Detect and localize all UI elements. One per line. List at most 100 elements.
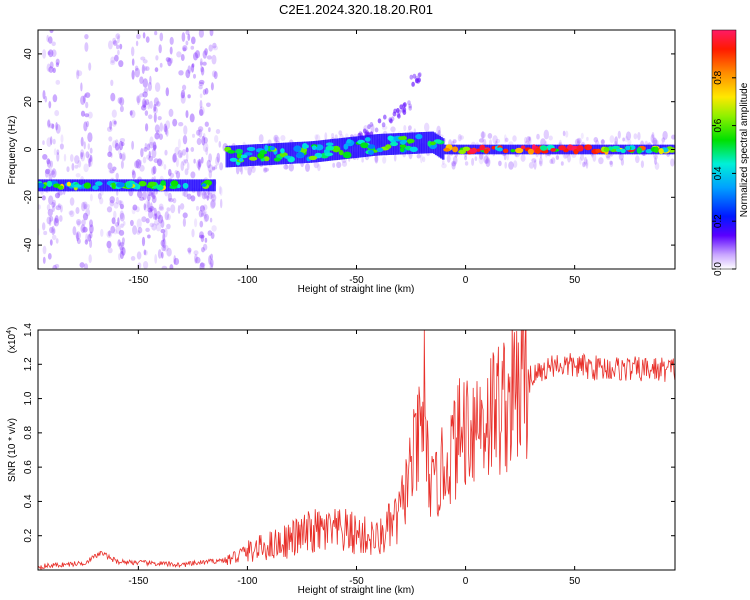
spectrogram-speckle [190,195,196,202]
spectrogram-speckle [53,228,56,234]
spectrogram-speckle [84,203,88,210]
spectrogram-band [227,145,230,168]
spectrogram-speckle [87,132,93,143]
spectrogram-speckle [166,223,171,230]
spectrogram-speckle [487,133,493,139]
spectrogram-speckle [213,71,218,80]
spectrogram-speckle [158,206,165,211]
spectrogram-speckle [118,146,121,155]
spectrogram-band [63,179,66,192]
spectrogram-band [267,143,270,166]
spectrogram-speckle [424,122,430,132]
spectrogram-speckle [160,219,165,228]
spectrogram-speckle [182,45,188,52]
spectrogram-speckle [54,192,61,199]
spectrogram-speckle [508,141,514,146]
spectrogram-blob [406,138,415,144]
spectrogram-speckle [188,249,192,255]
spectrogram-speckle [144,250,148,256]
spectrogram-speckle [285,164,288,170]
spectrogram-speckle [134,65,139,71]
spectrogram-speckle [258,134,264,143]
spectrogram-speckle [219,186,223,196]
spectrogram-speckle [107,126,113,132]
spectrogram-speckle [209,262,213,269]
spectrogram-speckle [76,70,83,77]
spectrogram-speckle [216,152,221,163]
spectrogram-band [522,144,525,155]
spectrogram-blob [458,149,466,154]
spectrogram-speckle [82,201,88,210]
spectrogram-blob [367,144,376,150]
spectrogram-blob [324,152,334,157]
spectrogram-speckle [533,159,537,170]
spectrogram-speckle [145,123,149,132]
spectrogram-speckle [635,155,640,164]
spectrogram-band [382,133,386,156]
spectrogram-speckle [119,105,124,113]
spectrogram-band [412,132,415,154]
spectrogram-speckle [89,231,93,239]
spectrogram-speckle [197,161,201,171]
spectrogram-speckle [145,66,150,71]
spectrogram-speckle [417,72,422,78]
spectrogram-band [347,137,351,159]
spectrogram-speckle [361,157,364,163]
spectrogram-speckle [614,136,618,145]
spectrogram-speckle [618,152,624,161]
spectrogram-speckle [408,125,412,131]
snr-y-multiplier-exp: 4 [6,330,13,334]
spectrogram-blob [616,148,622,152]
spectrogram-speckle [671,134,675,140]
spectrogram-band [492,144,496,155]
spectrogram-speckle [393,154,397,162]
spectrogram-speckle [640,160,645,168]
spectrogram-speckle [273,134,279,142]
spectrogram-band [180,179,183,192]
spectrogram-speckle [42,256,46,264]
spectrogram-band [417,132,421,154]
spectrogram-speckle [112,40,118,46]
spectrogram-speckle [70,154,74,162]
spectrogram-x-tick-label: 0 [463,275,469,286]
spectrogram-blob [497,147,503,152]
spectrogram-speckle [87,204,90,210]
spectrogram-speckle [80,152,83,160]
spectrogram-speckle [583,161,588,167]
spectrogram-blob [520,145,526,150]
spectrogram-speckle [136,218,142,229]
spectrogram-band [387,133,391,155]
spectrogram-speckle [153,113,157,123]
spectrogram-x-tick-label: -100 [237,275,257,286]
spectrogram-speckle [206,159,211,169]
spectrogram-speckle [620,158,625,166]
spectrogram-speckle [389,118,393,124]
spectrogram-speckle [154,132,160,140]
spectrogram-speckle [495,138,501,144]
spectrogram-blob [264,144,269,152]
spectrogram-speckle [199,262,205,269]
spectrogram-band [316,140,319,163]
spectrogram-speckle [89,154,93,162]
spectrogram-speckle [157,214,164,224]
spectrogram-speckle [203,191,210,199]
snr-x-tick-label: 50 [569,576,581,587]
spectrogram-speckle [210,258,214,268]
spectrogram-speckle [38,204,41,210]
spectrogram-band [375,134,379,156]
spectrogram-band [167,179,171,192]
spectrogram-speckle [154,30,158,36]
spectrogram-speckle [211,194,217,202]
spectrogram-speckle [204,121,209,127]
spectrogram-speckle [51,201,56,208]
spectrogram-speckle [199,106,205,116]
spectrogram-speckle [198,30,204,38]
spectrogram-blob [479,144,486,151]
spectrogram-speckle [83,141,86,150]
spectrogram-speckle [202,89,207,96]
spectrogram-blob [462,146,471,151]
spectrogram-speckle [204,87,209,95]
spectrogram-speckle [145,36,150,43]
spectrogram-speckle [46,34,49,43]
spectrogram-speckle [142,156,147,164]
